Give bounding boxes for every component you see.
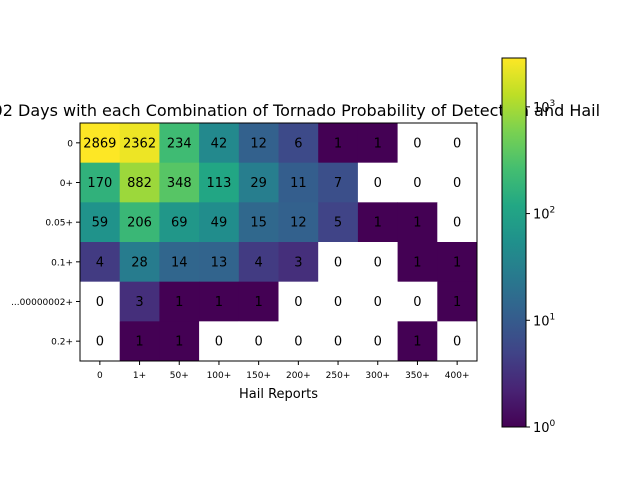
cell-value-label: 69	[171, 216, 188, 231]
x-axis-label: Hail Reports	[239, 387, 318, 402]
cell-value-label: 0	[96, 335, 104, 350]
colorbar-tick-label: 100	[533, 419, 556, 436]
cell-value-label: 29	[250, 176, 267, 191]
cell-value-label: 0	[374, 295, 382, 310]
cell-value-label: 3	[294, 255, 302, 270]
cell-value-label: 2869	[83, 136, 116, 151]
cell-value-label: 1	[374, 136, 382, 151]
cell-value-label: 113	[207, 176, 232, 191]
cell-value-label: 0	[374, 176, 382, 191]
cell-value-label: 1	[413, 216, 421, 231]
cell-value-label: 59	[92, 216, 109, 231]
cell-value-label: 0	[294, 335, 302, 350]
heatmap-cells	[80, 123, 477, 361]
cell-value-label: 4	[96, 255, 104, 270]
y-tick-label: ...00000002+	[11, 298, 73, 308]
x-tick-label: 350+	[405, 371, 430, 381]
cell-value-label: 5	[334, 216, 342, 231]
cell-value-label: 13	[211, 255, 228, 270]
cell-value-label: 0	[255, 335, 263, 350]
colorbar-tick-label: 102	[533, 206, 555, 223]
colorbar	[502, 58, 526, 427]
x-tick-label: 0	[97, 371, 103, 381]
cell-value-label: 0	[453, 335, 461, 350]
cell-value-label: 206	[127, 216, 152, 231]
cell-value-label: 3	[135, 295, 143, 310]
cell-value-label: 0	[294, 295, 302, 310]
cell-value-label: 4	[255, 255, 263, 270]
cell-value-label: 11	[290, 176, 307, 191]
cell-value-label: 1	[374, 216, 382, 231]
x-tick-label: 50+	[170, 371, 189, 381]
cell-value-label: 14	[171, 255, 188, 270]
cell-value-label: 0	[453, 176, 461, 191]
cell-value-label: 0	[96, 295, 104, 310]
cell-value-label: 0	[334, 335, 342, 350]
x-tick-label: 400+	[445, 371, 470, 381]
cell-value-label: 1	[175, 335, 183, 350]
cell-value-label: 1	[334, 136, 342, 151]
cell-value-label: 0	[374, 255, 382, 270]
cell-value-label: 234	[167, 136, 192, 151]
cell-value-label: 12	[250, 136, 267, 151]
cell-value-label: 0	[413, 176, 421, 191]
x-tick-label: 100+	[207, 371, 232, 381]
cell-value-label: 1	[175, 295, 183, 310]
y-tick-label: 0	[67, 139, 73, 149]
y-tick-label: 0.1+	[51, 258, 73, 268]
cell-value-label: 0	[413, 295, 421, 310]
cell-value-label: 42	[211, 136, 228, 151]
x-tick-label: 250+	[326, 371, 351, 381]
x-tick-label: 1+	[133, 371, 146, 381]
cell-value-label: 0	[453, 216, 461, 231]
y-axis: 0 0+ 0.05+ 0.1+ ...00000002+ 0.2+	[11, 139, 80, 347]
cell-value-label: 0	[413, 136, 421, 151]
cell-value-label: 28	[131, 255, 148, 270]
x-tick-label: 300+	[365, 371, 390, 381]
cell-value-label: 0	[334, 255, 342, 270]
cell-value-label: 6	[294, 136, 302, 151]
cell-value-label: 1	[413, 335, 421, 350]
cell-value-label: 1	[413, 255, 421, 270]
y-tick-label: 0.05+	[45, 219, 73, 229]
cell-value-label: 1	[215, 295, 223, 310]
cell-value-label: 0	[215, 335, 223, 350]
cell-value-label: 882	[127, 176, 152, 191]
x-tick-label: 200+	[286, 371, 311, 381]
cell-value-label: 0	[453, 136, 461, 151]
x-tick-label: 150+	[246, 371, 271, 381]
cell-value-label: 1	[135, 335, 143, 350]
cell-value-label: 0	[334, 295, 342, 310]
cell-value-label: 7	[334, 176, 342, 191]
cell-value-label: 15	[250, 216, 267, 231]
y-tick-label: 0+	[60, 179, 73, 189]
y-tick-label: 0.2+	[51, 338, 73, 348]
cell-value-label: 348	[167, 176, 192, 191]
cell-value-label: 170	[87, 176, 112, 191]
cell-value-label: 2362	[123, 136, 156, 151]
cell-value-label: 1	[255, 295, 263, 310]
cell-value-label: 0	[374, 335, 382, 350]
colorbar-tick-label: 101	[533, 312, 555, 329]
x-axis: 0 1+ 50+ 100+ 150+ 200+ 250+ 300+ 350+ 400+	[97, 361, 470, 381]
cell-value-label: 1	[453, 295, 461, 310]
cell-value-label: 49	[211, 216, 228, 231]
cell-value-label: 1	[453, 255, 461, 270]
cell-value-label: 12	[290, 216, 307, 231]
